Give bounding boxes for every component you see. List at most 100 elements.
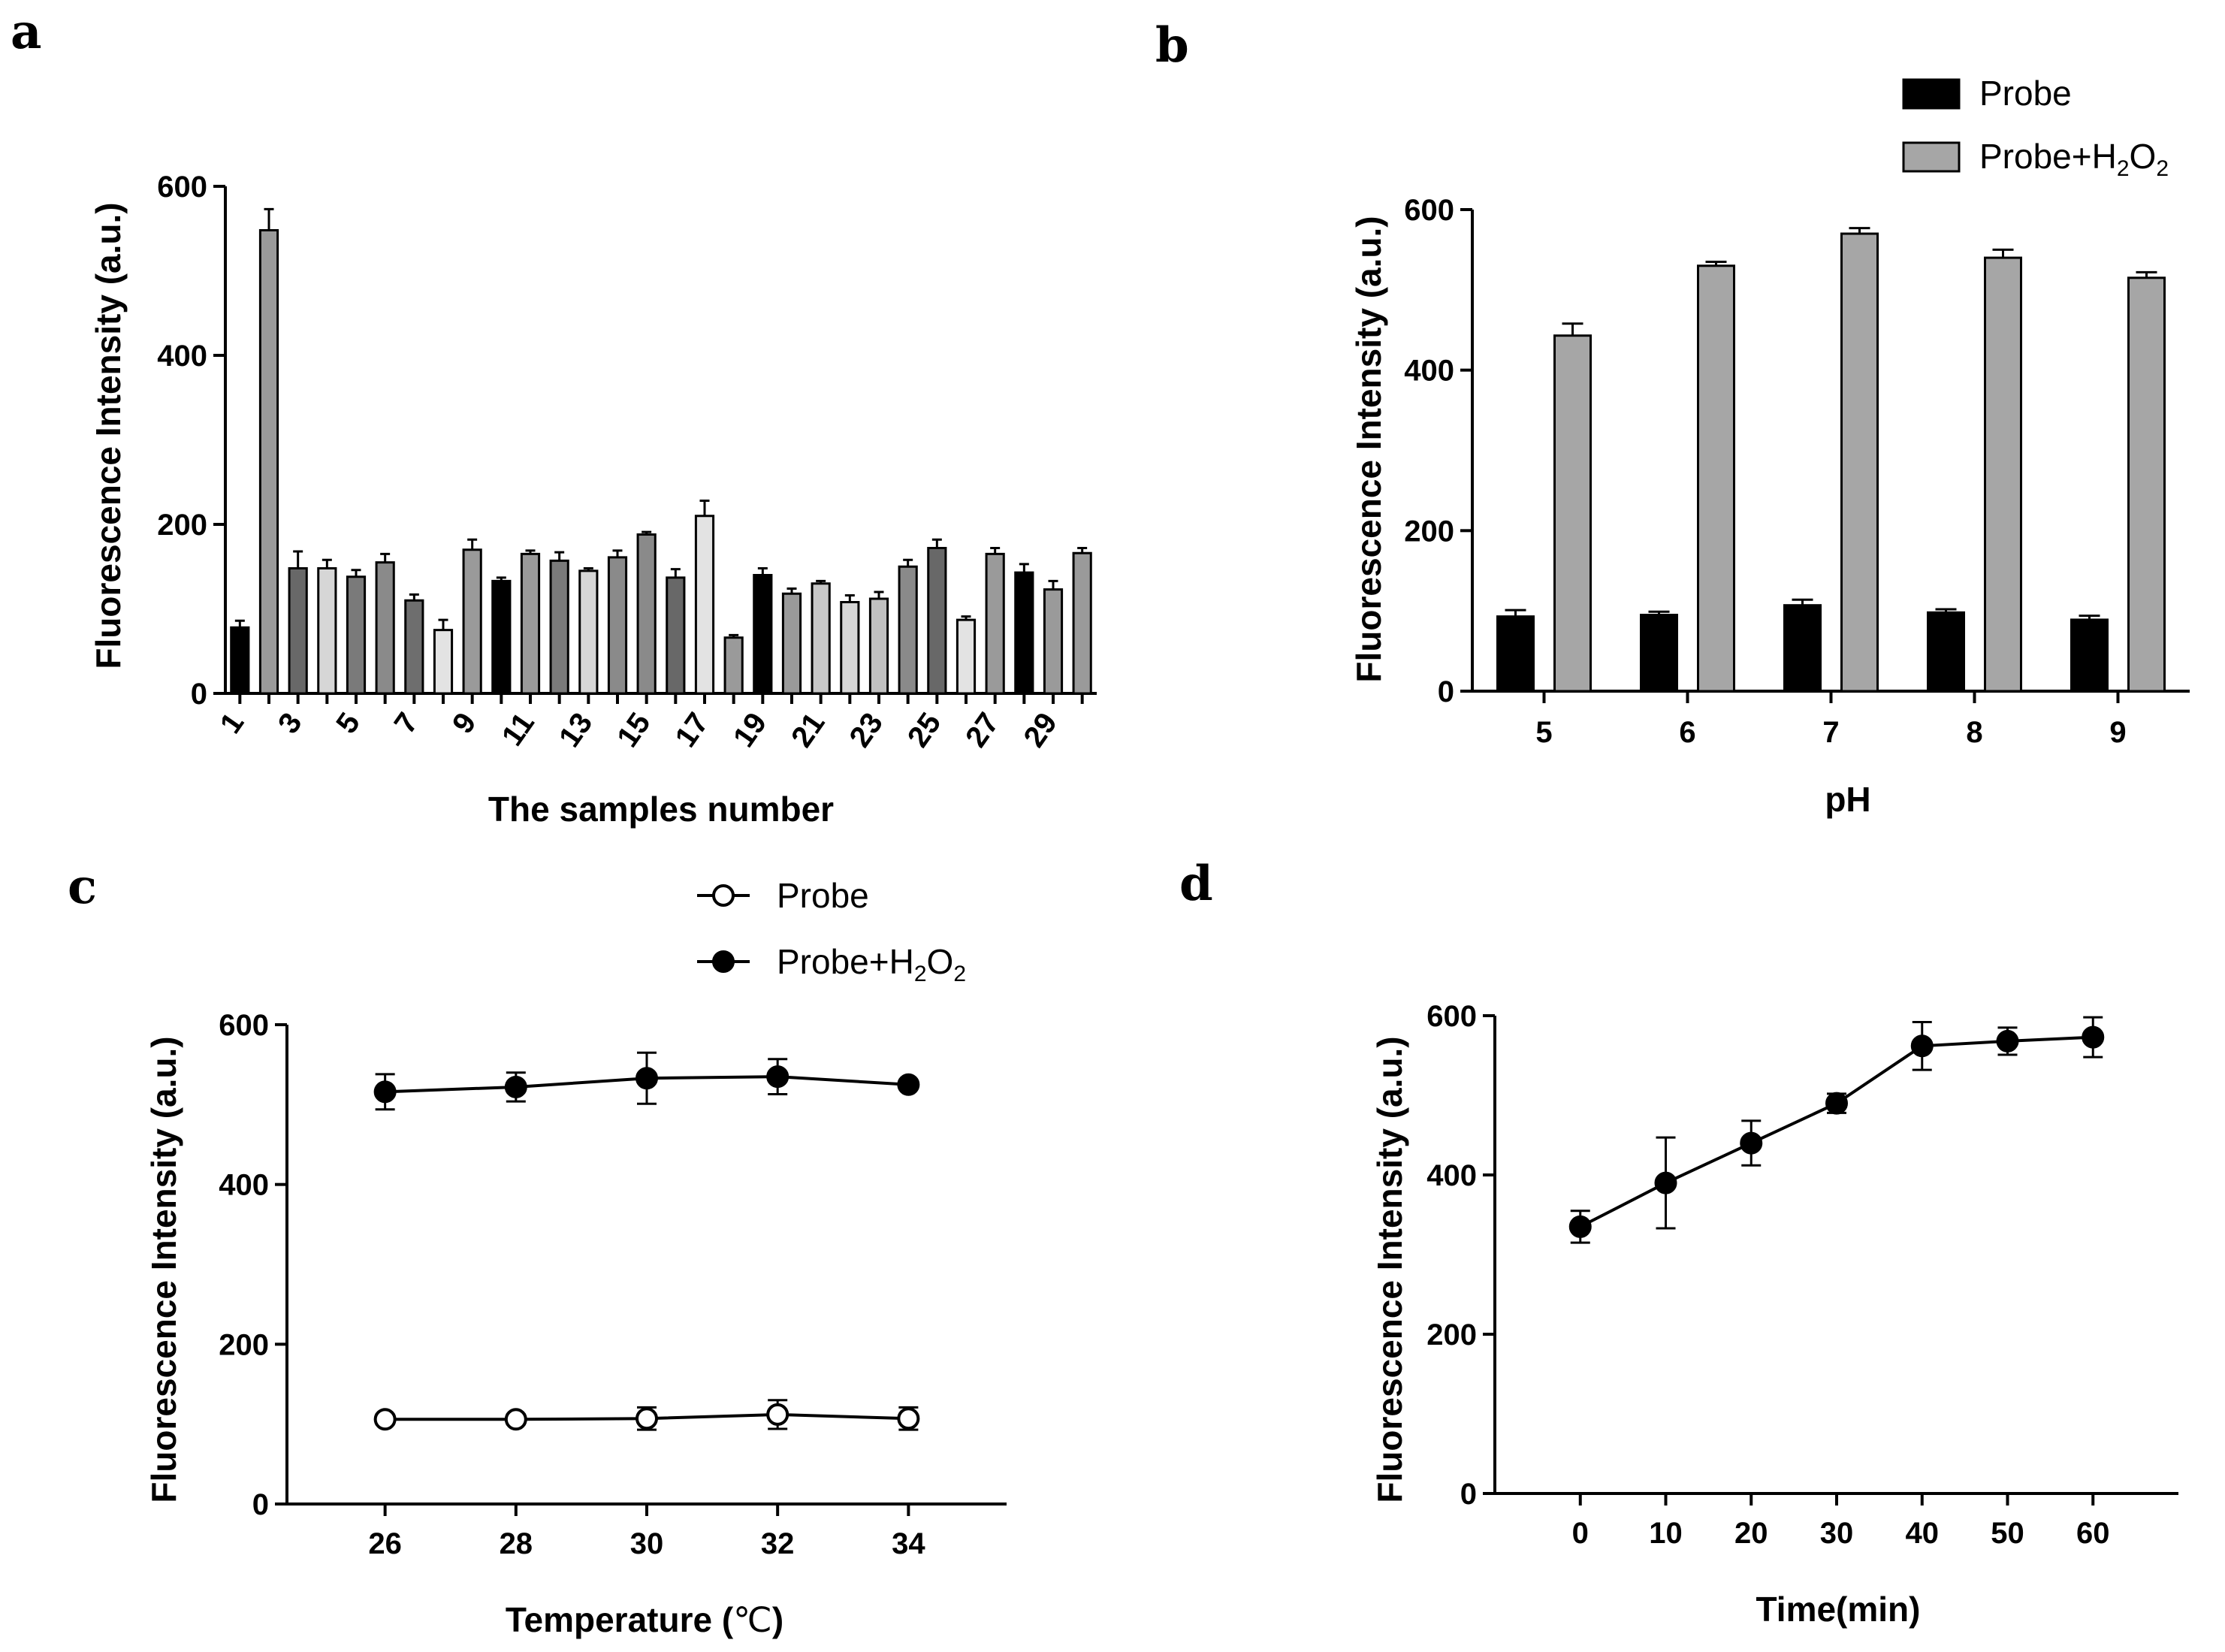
chart-a-bar [811,582,831,695]
chart-a-bar [404,599,424,695]
chart-c: Temperature (℃) Fluorescence Intensity (… [144,876,1007,1639]
chart-a-bar [433,629,454,695]
chart-b-legend: Probe Probe+H2O2 [1902,74,2169,181]
chart-a-ylabel: Fluorescence Intensity (a.u.) [89,202,128,669]
chart-b-y-tick-label: 200 [1404,515,1454,548]
chart-c-x-tick-label: 26 [368,1527,402,1560]
chart-a-x-tick-label: 27 [959,707,1006,754]
chart-a-bar [462,548,482,695]
chart-d-x-tick-label: 0 [1572,1517,1589,1550]
chart-d-y-tick-label: 400 [1426,1159,1477,1192]
legend-label-probe: Probe [777,876,869,915]
panel-letter-c: c [68,859,97,915]
chart-b-x-tick-label: 5 [1535,716,1552,749]
chart-d-x-tick-label: 20 [1734,1517,1768,1550]
chart-a-bar [927,547,947,695]
chart-b-y-tick-label: 600 [1404,194,1454,227]
chart-d-y-tick-label: 0 [1460,1478,1477,1511]
chart-c-y-tick-label: 200 [219,1328,269,1361]
chart-d-x-tick-label: 30 [1820,1517,1854,1550]
chart-a-x-tick-label: 23 [843,707,889,754]
chart-c-y-tick-label: 400 [219,1169,269,1202]
chart-d-y-tick-label: 600 [1426,1000,1477,1033]
chart-c-point [766,1403,789,1426]
legend-label-probe: Probe [1979,74,2072,113]
chart-a-bar [549,559,569,695]
chart-c-point [373,1080,397,1104]
chart-a-x-tick-label: 3 [272,707,309,739]
chart-a-x-tick-label: 13 [553,707,599,754]
chart-b-xlabel: pH [1825,780,1870,819]
chart-a-bar [753,574,773,695]
chart-b-bar [2127,276,2166,693]
chart-a-bar [868,597,889,695]
chart-a-bar [578,569,599,695]
chart-b: pH Fluorescence Intensity (a.u.) Probe P… [1349,74,2190,819]
chart-b-x-tick-label: 9 [2109,716,2126,749]
chart-b-x-tick-label: 7 [1822,716,1839,749]
chart-d-x-tick-label: 40 [1906,1517,1940,1550]
chart-b-bar [1640,614,1678,693]
chart-c-xlabel: Temperature (℃) [506,1600,783,1639]
panel-letter-b: b [1155,17,1189,74]
panel-letter-d: d [1179,856,1213,912]
chart-a-x-tick-label: 19 [727,707,774,754]
chart-a-bar [1014,571,1034,695]
chart-a-bar [491,579,512,695]
chart-d-point [1996,1029,2019,1053]
chart-a-bar [956,618,977,695]
chart-a-bar [230,626,250,695]
chart-b-bar [1553,334,1592,693]
chart-a-bar [258,229,279,695]
chart-c-point [635,1407,658,1430]
chart-b-bar [1984,256,2022,693]
chart-a-x-tick-label: 15 [611,707,657,754]
legend-label-probe-h2o2: Probe+H2O2 [1979,137,2169,181]
chart-a-y-tick-label: 600 [157,171,207,204]
chart-a-bar [1072,551,1092,695]
chart-d-series-line [1579,1035,2094,1228]
chart-d-point [1825,1092,1848,1115]
chart-d-xlabel: Time(min) [1756,1590,1921,1629]
chart-a-bar [666,576,686,695]
chart-a-bar [317,567,337,695]
legend-swatch-probe-h2o2 [1902,141,1961,173]
chart-c-x-tick-label: 32 [761,1527,795,1560]
chart-a-x-tick-label: 25 [901,707,948,754]
chart-c-point [504,1408,527,1431]
chart-d-point [2082,1025,2105,1049]
chart-c-y-tick-label: 600 [219,1009,269,1042]
legend-marker-probe [712,884,735,907]
chart-c-x-tick-label: 34 [892,1527,925,1560]
chart-d-point [1568,1215,1592,1238]
chart-c-y-tick-label: 0 [252,1488,269,1521]
chart-d-point [1740,1131,1763,1155]
chart-a-x-tick-label: 11 [496,707,541,752]
chart-b-bar [1927,611,1965,693]
chart-b-bar [1697,264,1735,693]
chart-a-y-tick-label: 0 [191,678,207,711]
chart-b-bar [1840,232,1879,693]
chart-a-y-tick-label: 400 [157,340,207,373]
legend-label-probe-h2o2: Probe+H2O2 [777,942,966,986]
chart-a-x-tick-label: 7 [388,707,425,739]
legend-swatch-probe [1902,78,1961,110]
chart-b-x-tick-label: 6 [1679,716,1695,749]
chart-a-x-tick-label: 29 [1017,707,1064,754]
chart-a-xlabel: The samples number [488,790,834,829]
panel-letter-a: a [11,4,41,60]
chart-d-point [1910,1034,1934,1058]
chart-a-bar [1043,588,1064,695]
chart-d: Time(min) Fluorescence Intensity (a.u.) … [1370,1000,2178,1629]
chart-a-x-tick-label: 1 [214,707,251,739]
chart-c-legend: Probe Probe+H2O2 [697,876,966,986]
chart-d-y-tick-label: 200 [1426,1318,1477,1351]
chart-d-x-tick-label: 10 [1649,1517,1683,1550]
chart-c-point [373,1408,397,1431]
chart-a-bar [288,567,308,695]
chart-c-ylabel: Fluorescence Intensity (a.u.) [144,1036,183,1503]
chart-a-x-tick-label: 9 [446,707,483,739]
chart-a-y-tick-label: 200 [157,509,207,542]
chart-b-bar [1496,615,1535,693]
